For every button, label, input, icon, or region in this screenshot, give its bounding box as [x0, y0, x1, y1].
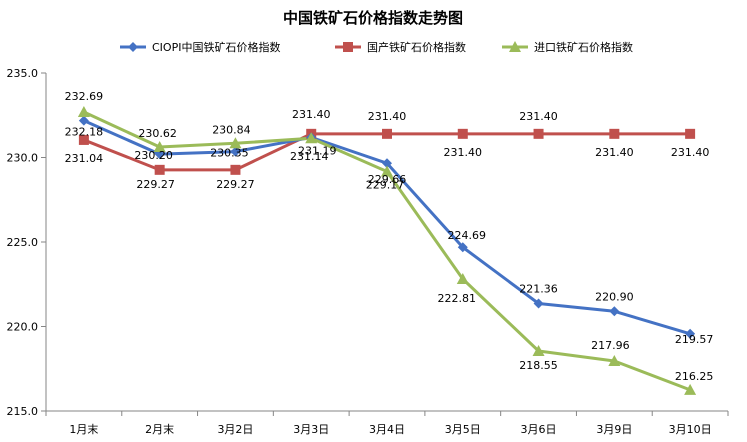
markers [77, 106, 697, 395]
data-point [608, 354, 621, 366]
data-label: 229.66 [368, 173, 407, 186]
x-tick-label: 3月10日 [669, 423, 712, 436]
data-point [685, 128, 696, 139]
data-point [153, 141, 166, 153]
data-label: 231.40 [292, 108, 331, 121]
data-point [381, 165, 393, 177]
y-tick-label: 225.0 [7, 236, 39, 249]
data-label: 229.17 [366, 179, 405, 192]
x-tick-label: 3月3日 [293, 423, 329, 436]
legend-label: 进口铁矿石价格指数 [534, 40, 633, 54]
legend-label: CIOPI中国铁矿石价格指数 [152, 40, 280, 54]
legend-marker [343, 42, 353, 52]
x-tick-label: 3月2日 [217, 423, 253, 436]
data-point [685, 328, 696, 339]
data-point [77, 106, 90, 118]
x-tick-label: 3月9日 [596, 423, 632, 436]
data-point [230, 146, 241, 157]
y-tick-label: 230.0 [7, 152, 39, 165]
data-labels: 232.18 230.20 230.35 231.19 229.66 224.69 221.… [65, 90, 714, 383]
data-label: 231.14 [290, 150, 329, 163]
data-point [532, 345, 545, 357]
data-label: 230.84 [212, 123, 251, 136]
data-point [609, 128, 620, 139]
x-tick-label: 3月5日 [445, 423, 481, 436]
legend-label: 国产铁矿石价格指数 [367, 40, 466, 54]
data-point [382, 158, 392, 169]
y-tick-label: 220.0 [7, 321, 39, 334]
data-label: 224.69 [448, 229, 487, 242]
axes: 235.0 230.0 225.0 220.0 215.0 1月末 2月末 3月2日 3月3日 3… [7, 67, 729, 436]
data-label: 231.40 [595, 146, 634, 159]
data-label: 231.04 [65, 152, 104, 165]
data-point [230, 164, 241, 175]
y-tick-label: 215.0 [7, 405, 39, 418]
data-point [457, 242, 468, 253]
x-tick-label: 3月4日 [369, 423, 405, 436]
data-label: 229.27 [216, 178, 255, 191]
data-label: 231.19 [298, 144, 337, 157]
data-label: 232.18 [65, 126, 104, 139]
data-label: 229.27 [136, 178, 175, 191]
data-label: 222.81 [438, 292, 477, 305]
data-point [533, 128, 544, 139]
legend: CIOPI中国铁矿石价格指数 国产铁矿石价格指数 进口铁矿石价格指数 [120, 40, 633, 54]
x-tick-label: 2月末 [145, 422, 174, 436]
x-tick-label: 3月6日 [521, 423, 557, 436]
data-point [78, 115, 89, 126]
data-point [229, 137, 242, 149]
legend-marker [509, 41, 521, 52]
data-point [456, 273, 469, 285]
legend-marker [128, 42, 138, 52]
data-label: 230.20 [134, 149, 173, 162]
x-tick-label: 1月末 [69, 422, 98, 436]
data-point [684, 383, 697, 395]
data-label: 218.55 [519, 359, 558, 372]
y-tick-label: 235.0 [7, 67, 39, 80]
chart-title: 中国铁矿石价格指数走势图 [283, 9, 463, 27]
data-point [382, 128, 392, 139]
data-label: 221.36 [519, 283, 558, 296]
data-label: 231.40 [519, 110, 558, 123]
data-label: 219.57 [675, 333, 714, 346]
data-point [457, 128, 468, 139]
data-label: 231.40 [444, 146, 483, 159]
data-label: 217.96 [591, 339, 630, 352]
data-point [305, 132, 318, 144]
data-label: 231.40 [368, 110, 407, 123]
data-label: 232.69 [65, 90, 104, 103]
data-label: 230.62 [138, 127, 177, 140]
data-point [78, 134, 89, 145]
data-label: 216.25 [675, 370, 714, 383]
data-point [609, 306, 620, 317]
data-point [533, 298, 544, 309]
data-point [154, 164, 165, 175]
data-label: 220.90 [595, 290, 634, 303]
data-label: 231.40 [671, 146, 710, 159]
data-label: 230.35 [210, 147, 249, 160]
